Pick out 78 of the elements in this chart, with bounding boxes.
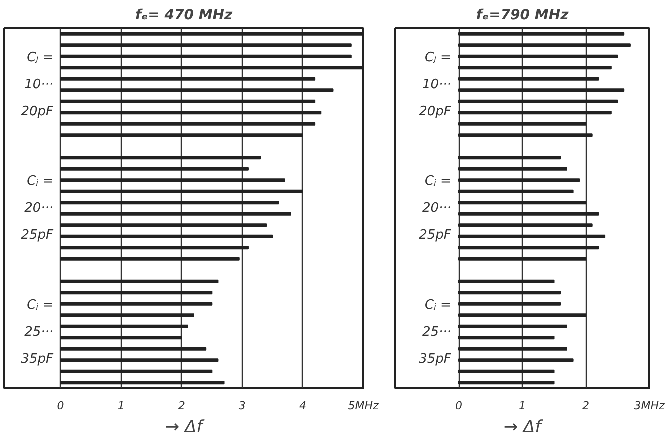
bar — [60, 291, 213, 295]
bar — [60, 111, 322, 115]
bar — [458, 246, 600, 250]
bar — [458, 336, 555, 340]
bar — [60, 347, 207, 351]
x-tick-label: 5MHz — [348, 400, 379, 412]
bar — [458, 190, 574, 194]
bar — [458, 314, 586, 318]
bar — [60, 370, 213, 374]
bar — [60, 314, 194, 318]
bar — [458, 54, 618, 58]
x-tick-label: 2 — [582, 400, 590, 412]
bar — [458, 358, 574, 362]
bar — [60, 100, 316, 104]
bar — [458, 178, 580, 182]
bar — [60, 156, 262, 160]
bar — [60, 302, 213, 306]
bar — [458, 291, 562, 295]
bar — [458, 100, 618, 104]
annotation: Cⱼ = 25··· 35pF — [419, 298, 452, 367]
bar — [458, 122, 586, 126]
bar — [458, 44, 631, 48]
bar — [60, 190, 304, 194]
bar — [458, 156, 562, 160]
chart-title: fₑ= 470 MHz — [135, 8, 234, 24]
bar — [458, 234, 606, 238]
bar — [458, 280, 555, 284]
bar — [60, 122, 316, 126]
x-tick-label: 2 — [178, 400, 186, 412]
x-tick-label: 1 — [519, 400, 526, 412]
bar — [458, 212, 600, 216]
bar — [60, 77, 316, 81]
bar — [60, 212, 292, 216]
annotation: Cⱼ = 10··· 20pF — [21, 50, 54, 120]
bar — [458, 347, 568, 351]
x-tick-label: 1 — [118, 400, 125, 412]
bar — [458, 77, 600, 81]
bar — [458, 381, 555, 385]
bar — [458, 370, 555, 374]
bar — [458, 66, 612, 70]
bar — [458, 32, 625, 36]
bar — [60, 224, 268, 228]
bar — [60, 324, 188, 328]
bar — [60, 178, 286, 182]
bar — [60, 167, 249, 171]
bar — [60, 336, 182, 340]
x-axis-title: → Δf — [165, 418, 206, 438]
x-tick-label: 4 — [299, 400, 306, 412]
bar — [458, 88, 625, 92]
bar — [458, 111, 612, 115]
x-tick-label: 3MHz — [634, 400, 665, 412]
chart-title: fₑ=790 MHz — [476, 8, 570, 24]
bar — [458, 302, 562, 306]
x-tick-label: 0 — [456, 400, 462, 412]
bar — [458, 167, 568, 171]
x-tick-label: 0 — [57, 400, 64, 412]
bar — [458, 324, 568, 328]
bar — [60, 54, 352, 58]
bar — [458, 257, 586, 261]
bar — [60, 257, 240, 261]
bar — [60, 234, 274, 238]
bar — [60, 381, 225, 385]
annotation: Cⱼ = 20··· 25pF — [21, 174, 54, 243]
annotation: Cⱼ = 20··· 25pF — [419, 174, 452, 243]
x-axis-title: → Δf — [504, 418, 544, 438]
bar — [60, 88, 334, 92]
bar — [60, 358, 219, 362]
bar — [458, 224, 593, 228]
annotation: Cⱼ = 10··· 20pF — [419, 50, 452, 120]
bar — [60, 201, 280, 205]
bar — [458, 134, 593, 138]
annotation: Cⱼ = 25··· 35pF — [21, 298, 54, 367]
bar — [60, 246, 249, 250]
bar — [60, 44, 352, 48]
bar — [60, 280, 219, 284]
bar — [458, 201, 586, 205]
x-tick-label: 3 — [238, 400, 246, 412]
bar — [60, 134, 304, 138]
